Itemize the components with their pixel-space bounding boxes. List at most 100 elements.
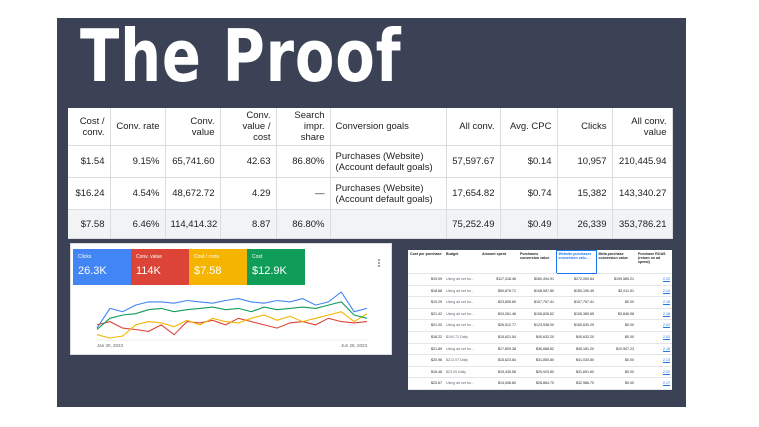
table-cell: $40,632.20	[518, 331, 556, 344]
table-cell: 15,382	[557, 177, 613, 210]
table-cell: $15,623.84	[480, 354, 518, 367]
table-cell: $0.00	[596, 377, 636, 390]
table-cell: 210,445.94	[612, 145, 673, 178]
table-cell: $0.74	[500, 177, 558, 210]
google-ads-table: Cost / conv. Conv. rate Conv. value Conv. v…	[68, 108, 673, 239]
table-row: $21.42 Using ad set bu... $34,261.46 $108,8…	[408, 308, 672, 321]
table-cell: 2.22	[636, 273, 672, 286]
metric-value: $12.9K	[252, 265, 287, 277]
table-cell: $31,850.80	[518, 354, 556, 367]
table-cell: $199,580.21	[596, 273, 636, 286]
table-cell: 353,786.21	[612, 209, 673, 239]
column-header: Avg. CPC	[500, 108, 558, 146]
column-header: Conversion goals	[330, 108, 447, 146]
table-cell: 75,252.49	[446, 209, 501, 239]
table-cell: $190.72 Daily	[444, 331, 480, 344]
table-cell: —	[276, 177, 331, 210]
table-cell: 2.03	[636, 319, 672, 332]
table-row: $20.96 $213.97 Daily $15,623.84 $31,850.80 $…	[408, 354, 672, 367]
table-row: $20.67 Using ad set bu... $14,546.80 $28,86…	[408, 377, 672, 390]
column-header: Purchases conversion value	[518, 250, 556, 274]
headline: The Proof	[80, 14, 402, 98]
table-cell: $0.00	[596, 319, 636, 332]
table-cell: $21.42	[408, 308, 444, 321]
table-cell: $3,846.98	[596, 308, 636, 321]
table-cell: $20.67	[408, 377, 444, 390]
column-header: Conv. rate	[110, 108, 166, 146]
table-cell: $272,050.84	[556, 273, 596, 286]
meta-ads-table: Cost per purchase Budget Amount spent Purch…	[408, 250, 672, 390]
x-tick-label: Jun 26, 2023	[341, 343, 368, 348]
table-cell: $17,809.38	[480, 343, 518, 356]
table-cell: 2.18	[636, 296, 672, 309]
table-cell: $213.97 Daily	[444, 354, 480, 367]
series-line	[96, 311, 368, 339]
table-cell: 86.80%	[276, 145, 331, 178]
table-cell: Purchases (Website) (Account default goa…	[330, 177, 447, 210]
table-cell: $50,675.71	[480, 285, 518, 298]
metric-tile: Cost / conv. $7.58	[189, 249, 247, 285]
column-header: All conv. value	[612, 108, 673, 146]
table-cell: $21.00	[408, 319, 444, 332]
column-header: Purchase ROAS (return on ad spend)	[636, 250, 672, 274]
table-cell: Using ad set bu...	[444, 377, 480, 390]
table-cell: $150,630.29	[556, 319, 596, 332]
table-cell: Using ad set bu...	[444, 296, 480, 309]
metric-tile: Clicks 26.3K	[73, 249, 131, 285]
metric-value: 26.3K	[78, 265, 107, 277]
column-header: Conv. value	[165, 108, 221, 146]
table-cell: 42.63	[220, 145, 277, 178]
table-cell: $16.48	[408, 366, 444, 379]
table-row: $1.54 9.15% 65,741.60 42.63 86.80% Purchases …	[68, 145, 673, 178]
column-header: Website purchases conversion valu...	[555, 250, 597, 274]
table-cell: $2,011.51	[596, 285, 636, 298]
table-cell: 143,340.27	[612, 177, 673, 210]
table-row: $18.68 Using ad set bu... $50,675.71 $108,5…	[408, 285, 672, 298]
table-cell: $0.00	[596, 366, 636, 379]
table-cell: 86.80%	[276, 209, 331, 239]
table-cell: 26,339	[557, 209, 613, 239]
column-header: All conv.	[446, 108, 501, 146]
metric-name: Cost	[252, 254, 263, 260]
table-cell: 2.13	[636, 354, 672, 367]
table-cell: 8.87	[220, 209, 277, 239]
menu-dot	[378, 259, 380, 261]
metric-value: 114K	[136, 265, 161, 277]
table-cell: $32,986.70	[556, 377, 596, 390]
column-header: Cost / conv.	[68, 108, 111, 146]
table-cell: $150,190.49	[556, 285, 596, 298]
table-cell: $41,030.80	[556, 354, 596, 367]
table-cell: $0.00	[596, 354, 636, 367]
metric-tile: Cost $12.9K	[247, 249, 305, 285]
table-cell: 57,597.67	[446, 145, 501, 178]
table-cell: $26,512.77	[480, 319, 518, 332]
table-cell: $18.22	[408, 331, 444, 344]
table-row: $16.48 $23.09 Daily $15,435.56 $29,920.80 $3…	[408, 366, 672, 379]
table-row: $19.09 Using ad set bu... $117,318.46 $260,…	[408, 273, 672, 286]
table-cell: $0.00	[596, 331, 636, 344]
table-cell: $21.89	[408, 343, 444, 356]
table-cell: 4.54%	[110, 177, 166, 210]
table-cell: Using ad set bu...	[444, 308, 480, 321]
table-row: $21.00 Using ad set bu... $26,512.77 $123,9…	[408, 319, 672, 332]
column-header: Amount spent	[480, 250, 518, 274]
series-line	[96, 291, 368, 329]
table-cell: $1.54	[68, 145, 111, 178]
table-cell: 65,741.60	[165, 145, 221, 178]
table-cell	[330, 209, 447, 239]
table-cell: $0.49	[500, 209, 558, 239]
table-row: $16.24 4.54% 48,672.72 4.29— Purchases (Webs…	[68, 177, 673, 210]
table-cell: $29,920.80	[518, 366, 556, 379]
table-cell: 48,672.72	[165, 177, 221, 210]
ads-chart-card: Jan 30, 2023 Jun 26, 2023 Clicks 26.3K Conv…	[70, 243, 392, 355]
table-cell: $105,380.65	[556, 308, 596, 321]
table-cell: $107,757.41	[556, 296, 596, 309]
table-cell: $0.00	[596, 296, 636, 309]
table-cell: $31,691.60	[556, 366, 596, 379]
table-cell: 2.17	[636, 377, 672, 390]
column-header: Conv. value / cost	[220, 108, 277, 146]
x-tick-label: Jan 30, 2023	[97, 343, 124, 348]
table-cell: 2.03	[636, 331, 672, 344]
column-header: Budget	[444, 250, 480, 274]
